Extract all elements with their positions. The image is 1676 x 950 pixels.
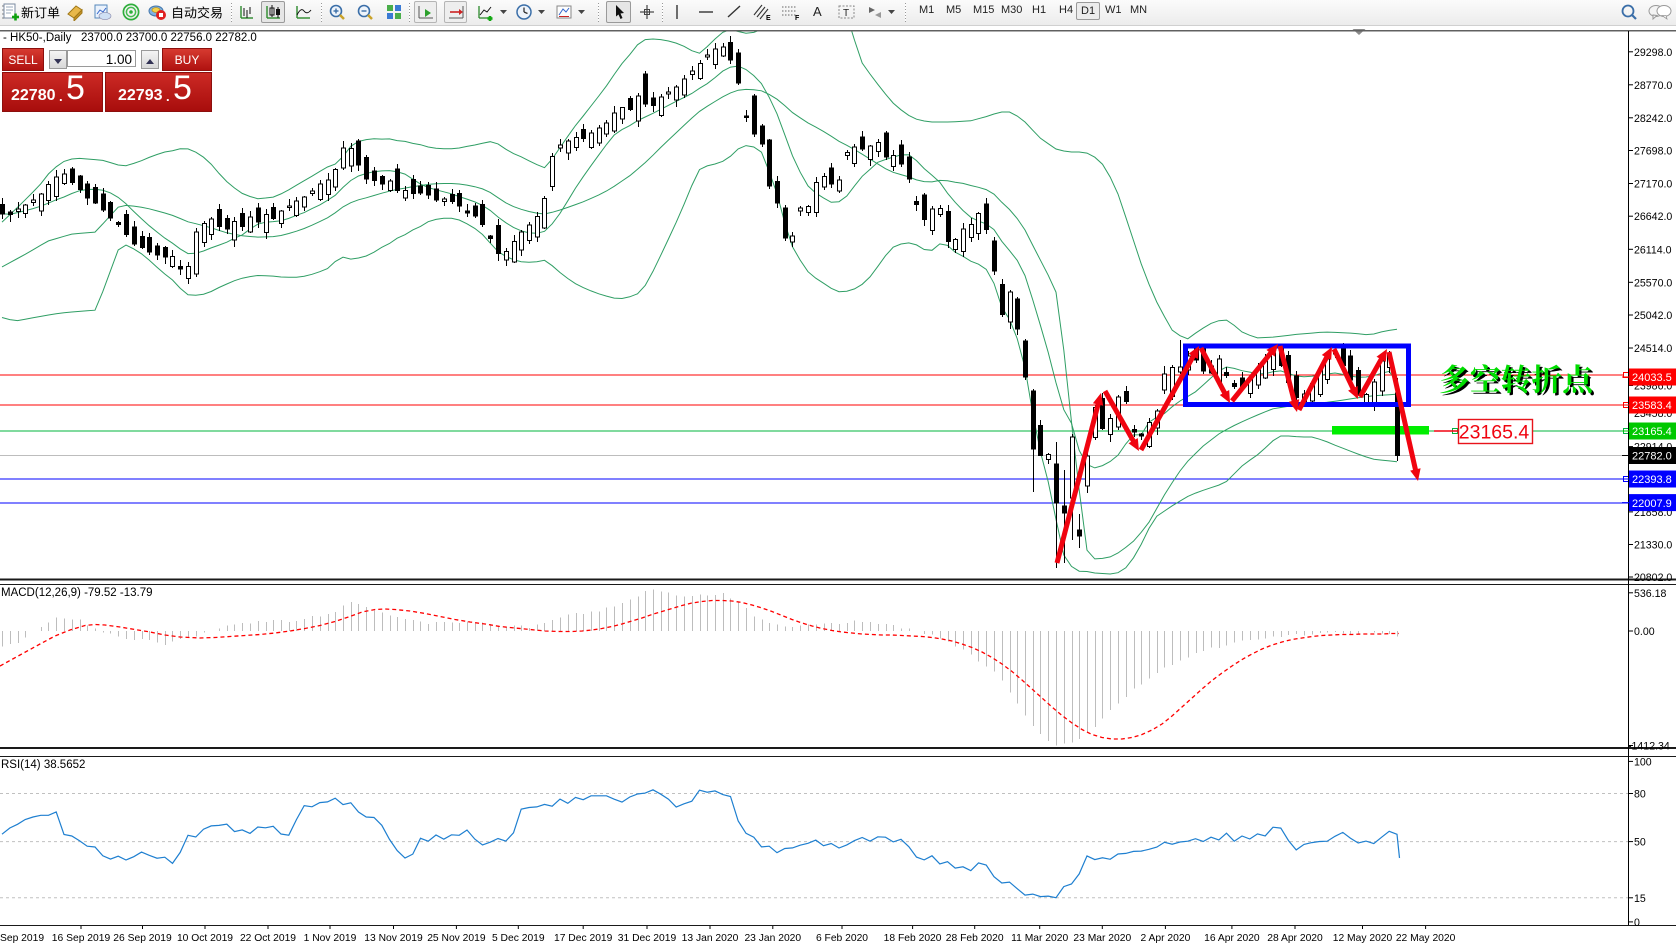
svg-text:536.18: 536.18 [1634, 588, 1667, 600]
svg-text:13 Jan 2020: 13 Jan 2020 [682, 933, 739, 944]
svg-text:24033.5: 24033.5 [1632, 372, 1672, 384]
svg-text:20802.0: 20802.0 [1634, 572, 1672, 584]
svg-text:6 Feb 2020: 6 Feb 2020 [816, 933, 868, 944]
svg-text:23165.4: 23165.4 [1632, 426, 1672, 438]
svg-text:F: F [795, 15, 800, 22]
svg-text:1 Nov 2019: 1 Nov 2019 [304, 933, 357, 944]
svg-text:50: 50 [1634, 837, 1646, 849]
svg-text:- HK50-,Daily 23700.0 23700.: - HK50-,Daily 23700.0 23700.0 22756.0 22… [3, 32, 257, 44]
svg-text:15: 15 [1634, 893, 1646, 905]
svg-text:12 May 2020: 12 May 2020 [1333, 933, 1393, 944]
svg-text:13 Nov 2019: 13 Nov 2019 [364, 933, 423, 944]
svg-text:28 Apr 2020: 28 Apr 2020 [1267, 933, 1323, 944]
svg-text:MACD(12,26,9) -79.52 -13.79: MACD(12,26,9) -79.52 -13.79 [1, 587, 153, 599]
svg-text:28242.0: 28242.0 [1634, 113, 1672, 125]
svg-text:23165.4: 23165.4 [1459, 422, 1530, 444]
svg-text:26114.0: 26114.0 [1634, 244, 1672, 256]
svg-text:16 Apr 2020: 16 Apr 2020 [1204, 933, 1260, 944]
svg-text:28770.0: 28770.0 [1634, 80, 1672, 92]
svg-text:24514.0: 24514.0 [1634, 343, 1672, 355]
svg-text:E: E [766, 15, 771, 22]
svg-text:10 Oct 2019: 10 Oct 2019 [177, 933, 233, 944]
svg-text:31 Dec 2019: 31 Dec 2019 [618, 933, 677, 944]
svg-text:Sep 2019: Sep 2019 [0, 933, 44, 944]
svg-text:22 Oct 2019: 22 Oct 2019 [240, 933, 296, 944]
svg-text:T: T [843, 8, 849, 19]
svg-text:2 Apr 2020: 2 Apr 2020 [1140, 933, 1190, 944]
svg-text:23 Mar 2020: 23 Mar 2020 [1073, 933, 1131, 944]
svg-text:80: 80 [1634, 789, 1646, 801]
svg-text:26 Sep 2019: 26 Sep 2019 [113, 933, 172, 944]
svg-text:23 Jan 2020: 23 Jan 2020 [744, 933, 801, 944]
svg-text:23583.4: 23583.4 [1632, 400, 1672, 412]
svg-text:0: 0 [1634, 917, 1640, 929]
svg-text:27698.0: 27698.0 [1634, 146, 1672, 158]
svg-text:17 Dec 2019: 17 Dec 2019 [554, 933, 613, 944]
svg-text:25042.0: 25042.0 [1634, 310, 1672, 322]
svg-text:-1412.34: -1412.34 [1628, 741, 1670, 753]
svg-text:5 Dec 2019: 5 Dec 2019 [492, 933, 545, 944]
svg-text:22393.8: 22393.8 [1632, 474, 1672, 486]
svg-text:0.00: 0.00 [1634, 626, 1655, 638]
svg-text:21330.0: 21330.0 [1634, 540, 1672, 552]
svg-text:11 Mar 2020: 11 Mar 2020 [1011, 933, 1068, 944]
svg-text:25 Nov 2019: 25 Nov 2019 [427, 933, 486, 944]
svg-text:16 Sep 2019: 16 Sep 2019 [52, 933, 111, 944]
svg-text:25570.0: 25570.0 [1634, 277, 1672, 289]
svg-text:18 Feb 2020: 18 Feb 2020 [884, 933, 942, 944]
svg-text:29298.0: 29298.0 [1634, 47, 1672, 59]
svg-text:RSI(14) 38.5652: RSI(14) 38.5652 [1, 759, 85, 771]
svg-text:28 Feb 2020: 28 Feb 2020 [946, 933, 1004, 944]
svg-text:22007.9: 22007.9 [1632, 498, 1672, 510]
svg-text:100: 100 [1634, 756, 1652, 768]
svg-text:22782.0: 22782.0 [1632, 451, 1672, 463]
svg-text:22 May 2020: 22 May 2020 [1396, 933, 1456, 944]
svg-text:27170.0: 27170.0 [1634, 179, 1672, 191]
svg-text:26642.0: 26642.0 [1634, 211, 1672, 223]
